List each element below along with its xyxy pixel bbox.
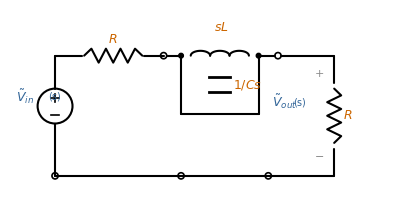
Text: $R$: $R$: [343, 109, 352, 122]
Text: $+$: $+$: [314, 68, 324, 79]
Text: (s): (s): [293, 97, 306, 107]
Text: $-$: $-$: [314, 149, 324, 160]
Text: $1/Cs$: $1/Cs$: [233, 78, 262, 92]
Text: $R$: $R$: [108, 33, 118, 46]
Circle shape: [179, 53, 183, 58]
Text: $\tilde{V}_{out}$: $\tilde{V}_{out}$: [272, 93, 297, 111]
Text: $\tilde{V}_{in}$: $\tilde{V}_{in}$: [15, 87, 34, 106]
Text: $sL$: $sL$: [214, 21, 229, 34]
Text: (s): (s): [48, 91, 61, 101]
Circle shape: [256, 53, 261, 58]
